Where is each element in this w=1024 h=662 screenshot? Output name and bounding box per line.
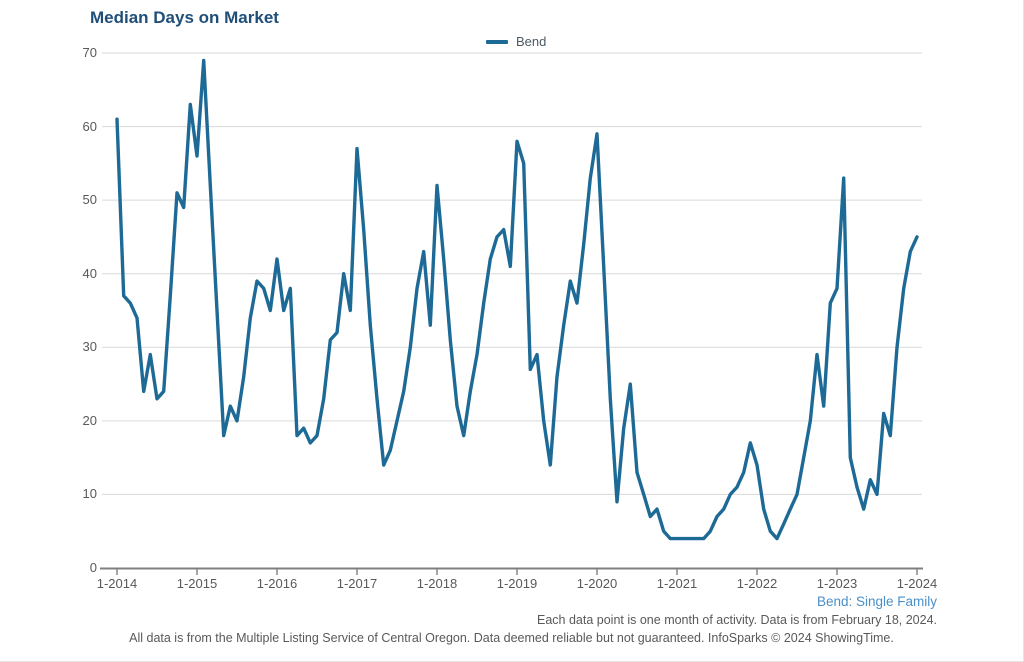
y-axis-label: 20 bbox=[82, 413, 97, 428]
x-axis-label: 1-2021 bbox=[656, 576, 698, 591]
x-axis-label: 1-2016 bbox=[256, 576, 298, 591]
y-axis-label: 60 bbox=[82, 119, 97, 134]
y-axis-label: 50 bbox=[82, 192, 97, 207]
series-line-bend bbox=[115, 58, 919, 541]
attribution-footer: All data is from the Multiple Listing Se… bbox=[129, 631, 894, 645]
y-axis-label: 10 bbox=[82, 486, 97, 501]
x-axis-label: 1-2023 bbox=[816, 576, 858, 591]
page-title: Median Days on Market bbox=[90, 8, 279, 27]
y-axis-label: 0 bbox=[89, 560, 97, 575]
y-axis-label: 30 bbox=[82, 339, 97, 354]
data-freshness-note: Each data point is one month of activity… bbox=[537, 613, 937, 627]
x-axis-label: 1-2022 bbox=[736, 576, 778, 591]
y-axis-label: 70 bbox=[82, 45, 97, 60]
x-axis-label: 1-2019 bbox=[496, 576, 538, 591]
x-axis-label: 1-2017 bbox=[336, 576, 378, 591]
legend-line-swatch-icon bbox=[486, 39, 508, 44]
y-axis-label: 40 bbox=[82, 266, 97, 281]
x-axis-label: 1-2014 bbox=[96, 576, 138, 591]
x-axis-label: 1-2018 bbox=[416, 576, 458, 591]
x-axis-label: 1-2024 bbox=[896, 576, 938, 591]
x-axis-label: 1-2015 bbox=[176, 576, 218, 591]
legend-label: Bend bbox=[516, 34, 547, 50]
x-axis-label: 1-2020 bbox=[576, 576, 618, 591]
series-description-note: Bend: Single Family bbox=[816, 594, 937, 609]
legend: Bend bbox=[486, 33, 546, 49]
